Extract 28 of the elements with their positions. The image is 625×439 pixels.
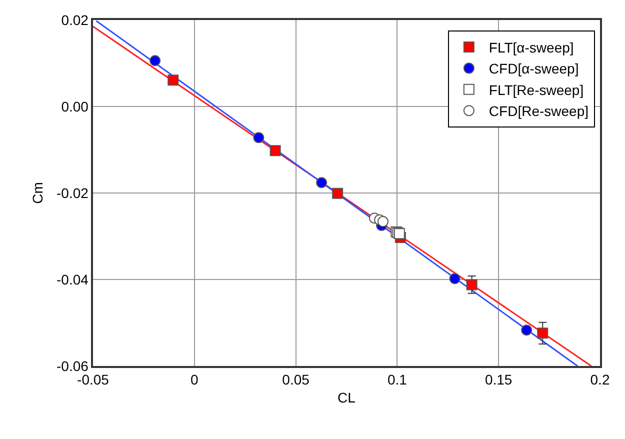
x-tick-label: -0.05 [77,372,110,388]
point [316,177,328,188]
x-tick-label: 0.1 [387,372,408,388]
legend-label: FLT[α-sweep] [488,39,574,56]
y-axis-title: Cm [30,182,46,204]
y-tick-label: 0.02 [61,12,89,28]
point [537,328,548,339]
legend-label: FLT[Re-sweep] [488,82,584,98]
point [270,145,281,156]
legend-label: CFD[α-sweep] [488,60,579,77]
x-tick-label: 0 [190,372,198,388]
y-tick-label: -0.04 [56,271,89,288]
y-tick-label: -0.06 [56,358,89,374]
point [466,279,478,290]
x-tick-label: 0.05 [282,372,310,388]
point [449,273,460,284]
point [332,188,344,199]
point [168,74,179,86]
y-tick-label: 0.00 [61,98,89,114]
x-tick-label: 0.2 [590,372,610,388]
y-tick-label: -0.02 [56,184,89,201]
point [253,132,264,144]
x-axis-title: CL [338,389,356,406]
x-tick-label: 0.15 [484,372,512,388]
point [378,216,388,228]
legend-label: CFD[Re-sweep] [488,103,589,120]
point [150,55,161,66]
point [521,324,532,336]
